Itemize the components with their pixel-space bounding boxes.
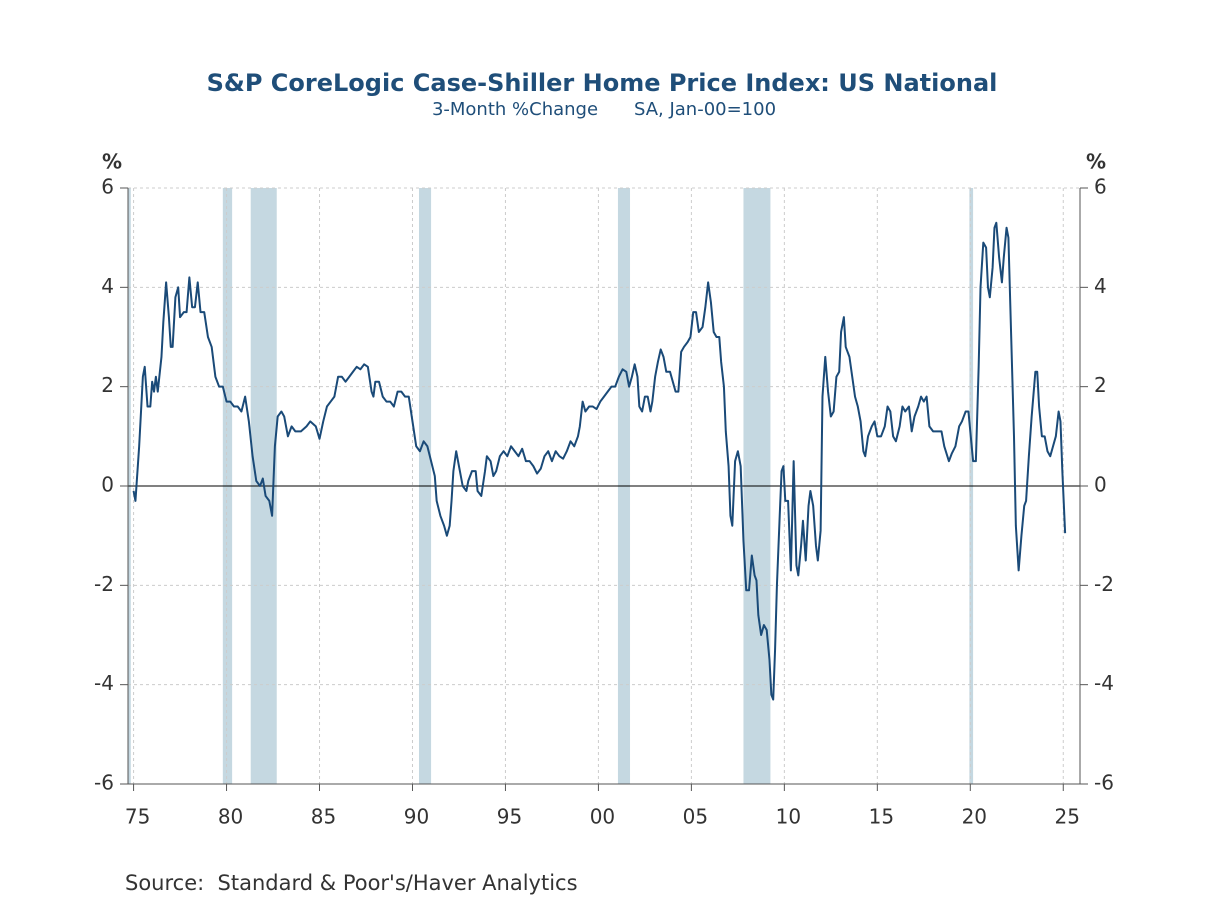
y-tick-label: 2 [101,373,114,397]
y-tick-label: 0 [101,473,114,497]
y-tick-label: -4 [94,671,114,695]
x-tick-label: 85 [311,805,336,829]
x-tick-label: 80 [218,805,243,829]
chart-subtitle: SA, Jan-00=100 [634,99,776,120]
x-tick-label: 20 [962,805,987,829]
y2-tick-label: 0 [1094,473,1107,497]
x-tick-label: 75 [125,805,150,829]
y2-tick-label: 2 [1094,373,1107,397]
y2-tick-label: 4 [1094,274,1107,298]
x-tick-label: 95 [497,805,522,829]
chart-title: S&P CoreLogic Case-Shiller Home Price In… [207,69,998,97]
y-tick-label: 4 [101,274,114,298]
source-note: Source: Standard & Poor's/Haver Analytic… [125,871,578,895]
x-tick-label: 15 [869,805,894,829]
chart-subtitle: 3-Month %Change [432,99,598,120]
data-line [132,221,1067,701]
x-tick-label: 10 [776,805,801,829]
x-tick-label: 25 [1055,805,1080,829]
y-axis-label: % [102,150,122,174]
y2-tick-label: -4 [1094,671,1114,695]
y-tick-label: -2 [94,572,114,596]
x-tick-label: 00 [590,805,615,829]
y-tick-label: -6 [94,771,114,795]
y2-axis-label: % [1086,150,1106,174]
y2-tick-label: -2 [1094,572,1114,596]
x-tick-label: 90 [404,805,429,829]
y2-tick-label: -6 [1094,771,1114,795]
y2-tick-label: 6 [1094,175,1107,199]
x-tick-label: 05 [683,805,708,829]
y-tick-label: 6 [101,175,114,199]
